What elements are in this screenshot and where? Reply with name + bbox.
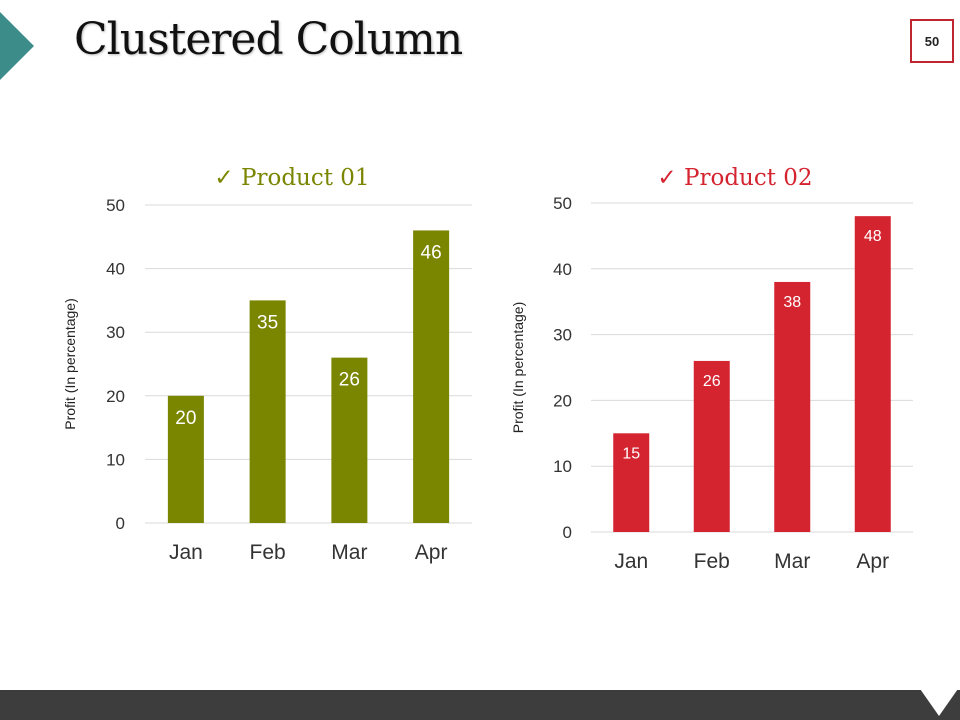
p2-chart-title: ✓ Product 02: [657, 165, 812, 191]
p2-data-label-jan: 15: [622, 445, 640, 462]
p1-y-tick-label: 10: [106, 450, 125, 469]
p2-bar-jan: [613, 433, 650, 532]
p2-x-tick-label: Mar: [774, 550, 810, 573]
p2-y-axis-label: Profit (In percentage): [510, 302, 526, 434]
p1-data-label-jan: 20: [175, 408, 196, 429]
charts-canvas: ✓ Product 01 0 10 20 30 40 50 Profit (In percen…: [62, 165, 913, 573]
p2-bar-mar: [774, 281, 811, 532]
p2-x-tick-label: Jan: [614, 550, 648, 573]
p2-x-tick-label: Apr: [856, 550, 889, 573]
p1-bar-mar: [331, 357, 368, 523]
p1-y-axis-label: Profit (In percentage): [62, 298, 78, 430]
p2-data-label-feb: 26: [703, 373, 721, 390]
p1-bar-jan: [167, 395, 204, 523]
footer-bar: [0, 690, 960, 720]
p1-y-tick-label: 0: [116, 514, 125, 533]
p1-bar-feb: [249, 300, 286, 523]
p2-y-tick-label: 10: [553, 457, 572, 476]
footer-notch-icon: [918, 686, 960, 716]
slide-title: Clustered Column: [74, 14, 463, 65]
p1-data-label-apr: 46: [421, 242, 442, 263]
corner-arrow-icon: [0, 12, 34, 80]
p1-data-label-feb: 35: [257, 312, 278, 333]
p1-y-tick-label: 30: [106, 323, 125, 342]
p1-x-tick-label: Jan: [169, 541, 203, 564]
p2-y-tick-label: 20: [553, 391, 572, 410]
p1-data-label-mar: 26: [339, 370, 360, 391]
p1-bar-apr: [413, 230, 450, 523]
p2-data-label-mar: 38: [783, 294, 801, 311]
p2-y-tick-label: 50: [553, 194, 572, 213]
p2-bar-feb: [693, 360, 730, 532]
p1-y-tick-label: 50: [106, 196, 125, 215]
p1-x-tick-label: Mar: [331, 541, 367, 564]
p2-bar-apr: [854, 216, 891, 532]
page-number-badge: 50: [910, 19, 954, 63]
p2-y-tick-label: 0: [563, 523, 572, 542]
p1-y-tick-label: 40: [106, 260, 125, 279]
p1-y-tick-label: 20: [106, 387, 125, 406]
p1-chart-title: ✓ Product 01: [214, 165, 369, 191]
p2-x-tick-label: Feb: [694, 550, 730, 573]
p1-x-tick-label: Apr: [415, 541, 448, 564]
p2-y-tick-label: 30: [553, 326, 572, 345]
p1-x-tick-label: Feb: [250, 541, 286, 564]
p2-y-tick-label: 40: [553, 260, 572, 279]
p2-data-label-apr: 48: [864, 228, 882, 245]
